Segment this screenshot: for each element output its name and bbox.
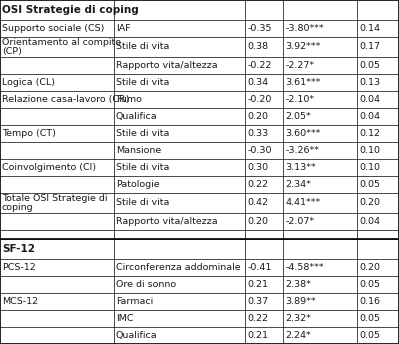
Text: 0.22: 0.22: [247, 314, 269, 323]
Text: Rapporto vita/altezza: Rapporto vita/altezza: [116, 216, 217, 226]
Text: (CP): (CP): [2, 47, 22, 56]
Text: 0.12: 0.12: [359, 129, 380, 138]
Text: Tempo (CT): Tempo (CT): [2, 129, 56, 138]
Text: MCS-12: MCS-12: [2, 297, 38, 306]
Text: 3.60***: 3.60***: [285, 129, 321, 138]
Text: IMC: IMC: [116, 314, 133, 323]
Text: 0.05: 0.05: [359, 314, 380, 323]
Text: 0.04: 0.04: [359, 216, 380, 226]
Text: 0.05: 0.05: [359, 180, 380, 189]
Text: 2.32*: 2.32*: [285, 314, 311, 323]
Text: Stile di vita: Stile di vita: [116, 78, 169, 87]
Text: Patologie: Patologie: [116, 180, 159, 189]
Text: Relazione casa-lavoro (CR): Relazione casa-lavoro (CR): [2, 95, 129, 104]
Text: 0.05: 0.05: [359, 61, 380, 69]
Text: Circonferenza addominale: Circonferenza addominale: [116, 263, 240, 272]
Text: 0.37: 0.37: [247, 297, 269, 306]
Text: 0.16: 0.16: [359, 297, 380, 306]
Text: 0.34: 0.34: [247, 78, 269, 87]
Text: -3.26**: -3.26**: [285, 146, 319, 155]
Text: 2.38*: 2.38*: [285, 280, 311, 289]
Text: 3.89**: 3.89**: [285, 297, 316, 306]
Text: 3.92***: 3.92***: [285, 42, 321, 51]
Text: Qualifica: Qualifica: [116, 112, 157, 121]
Text: PCS-12: PCS-12: [2, 263, 36, 272]
Text: 0.14: 0.14: [359, 24, 380, 33]
Text: -4.58***: -4.58***: [285, 263, 324, 272]
Text: SF-12: SF-12: [2, 244, 35, 254]
Text: -2.27*: -2.27*: [285, 61, 314, 69]
Text: Stile di vita: Stile di vita: [116, 163, 169, 172]
Text: 0.20: 0.20: [247, 216, 269, 226]
Text: -0.41: -0.41: [247, 263, 272, 272]
Text: Qualifica: Qualifica: [116, 331, 157, 340]
Text: Totale OSI Strategie di: Totale OSI Strategie di: [2, 194, 107, 203]
Text: Stile di vita: Stile di vita: [116, 129, 169, 138]
Text: Orientamento al compito: Orientamento al compito: [2, 38, 121, 47]
Text: -0.30: -0.30: [247, 146, 272, 155]
Text: -0.22: -0.22: [247, 61, 272, 69]
Text: 4.41***: 4.41***: [285, 198, 320, 207]
Text: 0.04: 0.04: [359, 112, 380, 121]
Text: 0.20: 0.20: [359, 198, 380, 207]
Text: 0.22: 0.22: [247, 180, 269, 189]
Text: 0.33: 0.33: [247, 129, 269, 138]
Text: Supporto sociale (CS): Supporto sociale (CS): [2, 24, 105, 33]
Text: 3.13**: 3.13**: [285, 163, 316, 172]
Text: IAF: IAF: [116, 24, 130, 33]
Text: Fumo: Fumo: [116, 95, 142, 104]
Text: Coinvolgimento (CI): Coinvolgimento (CI): [2, 163, 96, 172]
Text: 0.10: 0.10: [359, 163, 380, 172]
Text: -0.20: -0.20: [247, 95, 272, 104]
Text: 0.20: 0.20: [247, 112, 269, 121]
Text: -3.80***: -3.80***: [285, 24, 324, 33]
Text: 0.05: 0.05: [359, 280, 380, 289]
Text: -0.35: -0.35: [247, 24, 272, 33]
Text: 0.21: 0.21: [247, 280, 269, 289]
Text: Farmaci: Farmaci: [116, 297, 153, 306]
Text: 0.17: 0.17: [359, 42, 380, 51]
Text: Stile di vita: Stile di vita: [116, 42, 169, 51]
Text: OSI Strategie di coping: OSI Strategie di coping: [2, 5, 139, 15]
Text: Stile di vita: Stile di vita: [116, 198, 169, 207]
Text: 0.21: 0.21: [247, 331, 269, 340]
Text: coping: coping: [2, 203, 34, 212]
Text: 0.30: 0.30: [247, 163, 269, 172]
Text: 0.42: 0.42: [247, 198, 269, 207]
Text: 2.34*: 2.34*: [285, 180, 311, 189]
Text: 0.20: 0.20: [359, 263, 380, 272]
Text: 0.38: 0.38: [247, 42, 269, 51]
Text: 0.05: 0.05: [359, 331, 380, 340]
Text: 2.05*: 2.05*: [285, 112, 311, 121]
Text: Mansione: Mansione: [116, 146, 161, 155]
Text: 0.04: 0.04: [359, 95, 380, 104]
Text: -2.07*: -2.07*: [285, 216, 314, 226]
Text: 3.61***: 3.61***: [285, 78, 321, 87]
Text: -2.10*: -2.10*: [285, 95, 314, 104]
Text: 0.13: 0.13: [359, 78, 380, 87]
Text: Logica (CL): Logica (CL): [2, 78, 55, 87]
Text: 0.10: 0.10: [359, 146, 380, 155]
Text: Ore di sonno: Ore di sonno: [116, 280, 176, 289]
Text: 2.24*: 2.24*: [285, 331, 311, 340]
Text: Rapporto vita/altezza: Rapporto vita/altezza: [116, 61, 217, 69]
